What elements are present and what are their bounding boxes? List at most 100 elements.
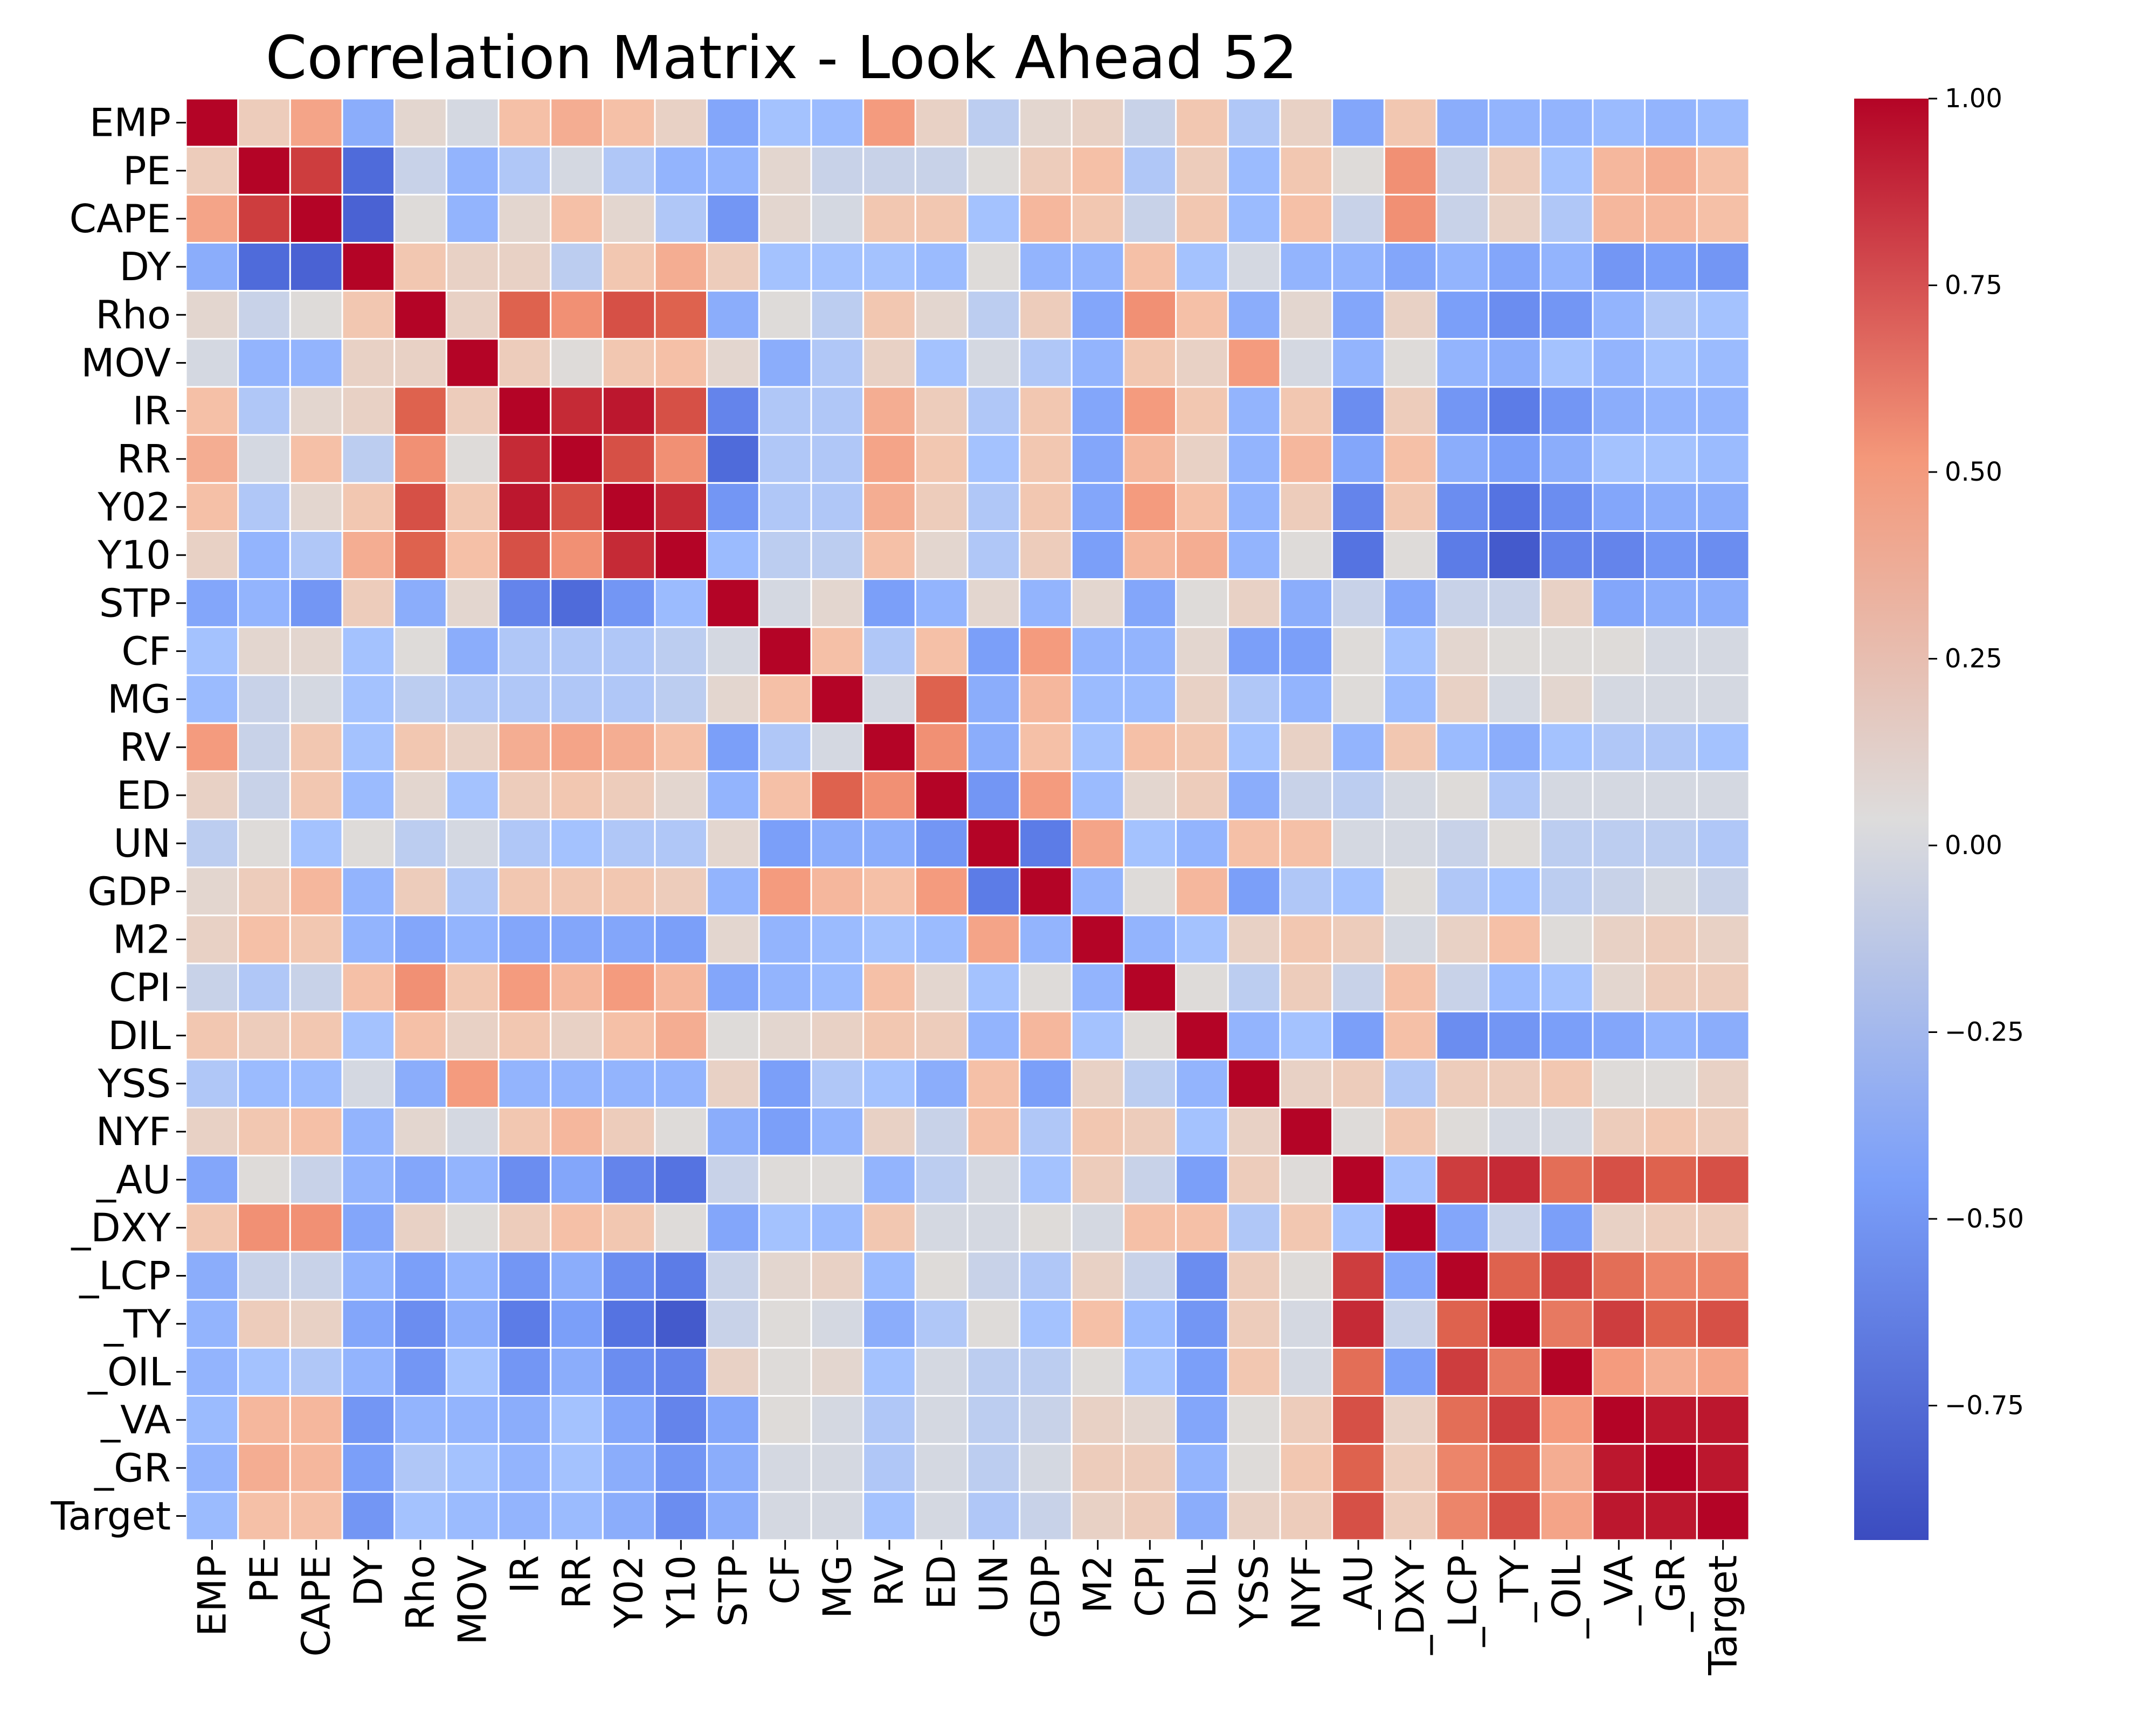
heatmap-cell	[1435, 1107, 1490, 1157]
heatmap-cell	[1592, 962, 1646, 1012]
heatmap-cell	[1383, 386, 1438, 436]
heatmap-cell	[1696, 626, 1750, 676]
heatmap-cell	[1019, 530, 1073, 580]
y-tick-label: _VA	[100, 1397, 171, 1442]
heatmap-cell	[1331, 1491, 1385, 1541]
heatmap-cell	[706, 145, 760, 196]
heatmap-cell	[1019, 578, 1073, 628]
heatmap-cell	[550, 1058, 604, 1109]
heatmap-cell	[602, 962, 656, 1012]
heatmap-cell	[1644, 98, 1698, 148]
heatmap-cell	[1696, 1491, 1750, 1541]
heatmap-cell	[810, 386, 865, 436]
heatmap-cell	[445, 434, 500, 484]
heatmap-cell	[1175, 962, 1229, 1012]
heatmap-cell	[1488, 1251, 1542, 1301]
heatmap-cell	[1488, 1395, 1542, 1445]
x-tick-label: _GR	[1648, 1555, 1694, 1632]
heatmap-cell	[289, 530, 343, 580]
heatmap-cell	[1123, 434, 1177, 484]
heatmap-cell	[497, 1107, 552, 1157]
heatmap-cell	[1539, 1491, 1594, 1541]
heatmap-cell	[550, 1010, 604, 1060]
heatmap-cell	[1123, 1155, 1177, 1205]
heatmap-cell	[1123, 290, 1177, 340]
heatmap-cell	[393, 145, 447, 196]
heatmap-cell	[1644, 386, 1698, 436]
heatmap-cell	[1279, 674, 1333, 724]
heatmap-cell	[1435, 1299, 1490, 1349]
x-tick-label: YSS	[1232, 1555, 1277, 1628]
heatmap-cell	[966, 290, 1021, 340]
y-tick-label: _AU	[96, 1157, 171, 1202]
heatmap-cell	[1383, 434, 1438, 484]
heatmap-cell	[1019, 914, 1073, 965]
heatmap-cell	[393, 530, 447, 580]
heatmap-cell	[706, 674, 760, 724]
heatmap-cell	[341, 1443, 396, 1493]
heatmap-cell	[1435, 1251, 1490, 1301]
heatmap-cell	[1331, 434, 1385, 484]
heatmap-cell	[1123, 482, 1177, 532]
heatmap-cell	[914, 1107, 969, 1157]
heatmap-cell	[602, 1491, 656, 1541]
heatmap-cell	[966, 386, 1021, 436]
heatmap-cell	[602, 1107, 656, 1157]
heatmap-cell	[602, 242, 656, 292]
heatmap-cell	[602, 1203, 656, 1253]
heatmap-cell	[706, 386, 760, 436]
heatmap-cell	[758, 1491, 812, 1541]
heatmap-cell	[1488, 482, 1542, 532]
heatmap-cell	[1539, 1251, 1594, 1301]
heatmap-cell	[237, 98, 291, 148]
heatmap-cell	[810, 1203, 865, 1253]
heatmap-cell	[862, 1107, 916, 1157]
heatmap-cell	[1279, 819, 1333, 869]
x-axis-labels: EMP PE CAPE DY Rho MOV IR RR Y02 Y10 STP CF MG RV ED U…	[189, 1540, 1746, 1676]
heatmap-cell	[862, 770, 916, 821]
heatmap-cell	[758, 145, 812, 196]
heatmap-cell	[1070, 1299, 1125, 1349]
heatmap-cell	[1539, 530, 1594, 580]
heatmap-cell	[289, 819, 343, 869]
heatmap-cell	[914, 1010, 969, 1060]
heatmap-cell	[1435, 1058, 1490, 1109]
heatmap-cell	[445, 1010, 500, 1060]
heatmap-cell	[1592, 338, 1646, 388]
heatmap-cell	[1175, 242, 1229, 292]
heatmap-cell	[1383, 626, 1438, 676]
heatmap-cell	[654, 914, 708, 965]
heatmap-cell	[1227, 1107, 1281, 1157]
heatmap-cell	[1592, 819, 1646, 869]
y-tick-label: ED	[116, 773, 171, 818]
heatmap-cell	[706, 866, 760, 917]
heatmap-cell	[1331, 145, 1385, 196]
y-tick-label: MG	[107, 677, 171, 722]
y-tick-label: _DXY	[71, 1205, 171, 1250]
heatmap-cell	[185, 1299, 239, 1349]
heatmap-cell	[1123, 1443, 1177, 1493]
heatmap-cell	[1644, 145, 1698, 196]
heatmap-cells	[185, 98, 1750, 1541]
heatmap-cell	[185, 482, 239, 532]
heatmap-cell	[289, 482, 343, 532]
heatmap-cell	[1488, 1107, 1542, 1157]
heatmap-cell	[237, 1443, 291, 1493]
heatmap-cell	[810, 1347, 865, 1397]
heatmap-cell	[341, 914, 396, 965]
heatmap-cell	[1019, 98, 1073, 148]
y-tick-label: UN	[113, 821, 171, 866]
heatmap-cell	[1696, 1107, 1750, 1157]
heatmap-cell	[810, 193, 865, 244]
x-tick-label: _DXY	[1388, 1555, 1433, 1655]
heatmap-cell	[1696, 145, 1750, 196]
heatmap-cell	[1331, 242, 1385, 292]
x-tick-label: CAPE	[294, 1555, 339, 1656]
heatmap-cell	[550, 770, 604, 821]
heatmap-cell	[1644, 434, 1698, 484]
heatmap-cell	[1696, 578, 1750, 628]
y-tick-label: CAPE	[70, 196, 171, 241]
heatmap-cell	[1696, 722, 1750, 772]
heatmap-cell	[1592, 290, 1646, 340]
heatmap-cell	[1227, 1058, 1281, 1109]
